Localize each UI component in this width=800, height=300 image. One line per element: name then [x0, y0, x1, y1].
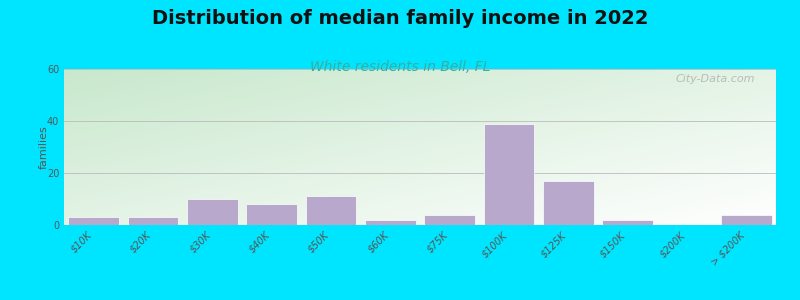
Y-axis label: families: families [39, 125, 49, 169]
Bar [365, 220, 415, 225]
Text: City-Data.com: City-Data.com [675, 74, 754, 84]
Bar [484, 124, 534, 225]
Text: White residents in Bell, FL: White residents in Bell, FL [310, 60, 490, 74]
Bar [187, 199, 238, 225]
Bar [128, 217, 178, 225]
Bar [69, 217, 119, 225]
Bar [306, 196, 356, 225]
Text: Distribution of median family income in 2022: Distribution of median family income in … [152, 9, 648, 28]
Bar [425, 214, 475, 225]
Bar [246, 204, 297, 225]
Bar [721, 214, 771, 225]
Bar [543, 181, 594, 225]
Bar [602, 220, 653, 225]
